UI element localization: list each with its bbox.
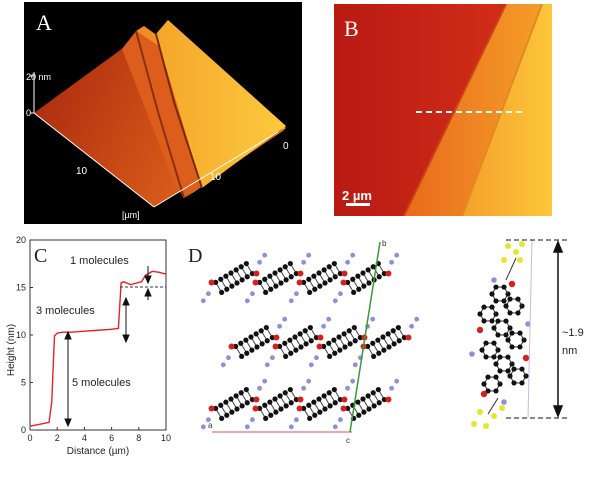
panel-d-label: D [188, 245, 202, 267]
afm-terrace-top [156, 20, 286, 188]
y-tick-label: 20 [16, 235, 26, 245]
profile-point [97, 329, 99, 331]
profile-point [70, 331, 72, 333]
axis-a-label: a [208, 421, 213, 430]
molecule-tile [264, 316, 332, 368]
axis-c-label: c [346, 436, 350, 445]
afm-step-edge-b2 [461, 4, 543, 216]
profile-point [130, 284, 132, 286]
annotation-1-molecule: 1 molecules [70, 255, 129, 267]
profile-point [151, 270, 153, 272]
arrow-1-molecule [144, 266, 152, 300]
profile-point [62, 331, 64, 333]
x-axis-label: Distance (µm) [67, 446, 129, 457]
molecule-tile [288, 378, 356, 430]
profile-point [111, 328, 113, 330]
height-profile-chart: 0 5 10 15 20 0 2 4 6 8 10 C 1 molecules 3 molecul… [6, 235, 171, 457]
profile-point [56, 332, 58, 334]
profile-point [51, 400, 53, 403]
length-unit: nm [562, 345, 577, 357]
axis-b-line [349, 241, 381, 433]
x-tick-label: 10 [161, 433, 171, 443]
profile-point [136, 282, 139, 284]
molecular-packing [200, 252, 420, 430]
x-tick-label: 0 [27, 433, 32, 443]
molecule-tile [220, 316, 288, 368]
profile-point [48, 421, 50, 423]
arrow-5-molecules [64, 330, 72, 428]
profile-point [145, 274, 147, 276]
molecule-tile [332, 252, 400, 304]
panel-b-label: B [344, 16, 359, 41]
panel-b-afm-top: B 2 µm [334, 4, 552, 216]
x-tick-label: 4 [82, 433, 87, 443]
plot-frame [29, 239, 167, 431]
afm-3d-render: A 20 nm 0 10 10 0 [µm] [26, 10, 289, 220]
axis-b-label: b [382, 239, 387, 248]
afm-y-tick-10: 10 [210, 172, 222, 183]
afm-top-render: B 2 µm [334, 4, 552, 216]
afm-step-edge-1 [155, 33, 203, 189]
arrow-3-molecules [122, 296, 130, 344]
profile-point [120, 282, 122, 284]
molecule-tile [244, 252, 312, 304]
afm-x-axis [33, 112, 155, 208]
afm-upper-terrace [462, 4, 552, 216]
y-tick-label: 5 [21, 378, 26, 388]
panel-c-label: C [34, 245, 47, 267]
molecule-tile [332, 378, 400, 430]
profile-point [53, 335, 56, 337]
molecule-tile [288, 252, 356, 304]
panel-c-height-profile: 0 5 10 15 20 0 2 4 6 8 10 C 1 molecules 3 molecul… [0, 232, 180, 464]
x-tick-label: 6 [109, 433, 114, 443]
afm-z-zero-label: 0 [26, 108, 31, 118]
x-tick-label: 2 [55, 433, 60, 443]
x-tick-label: 8 [136, 433, 141, 443]
annotation-3-molecules: 3 molecules [36, 305, 95, 317]
scale-bar-label: 2 µm [342, 188, 372, 203]
afm-y-tick-0: 0 [283, 141, 289, 152]
profile-point [117, 327, 119, 329]
crystal-structure-render: D a b c ~1.9 nm [188, 239, 584, 445]
afm-unit-label: [µm] [122, 210, 140, 220]
molecule-tile [200, 378, 268, 430]
profile-point [123, 281, 125, 283]
panel-a-afm-3d: A 20 nm 0 10 10 0 [µm] [24, 2, 302, 224]
profile-point [29, 425, 31, 427]
molecule-tile [308, 316, 376, 368]
y-tick-label: 15 [16, 283, 26, 293]
y-tick-label: 0 [21, 425, 26, 435]
profile-point [165, 273, 167, 275]
profile-point [140, 281, 143, 283]
molecule-tile [352, 316, 420, 368]
afm-y-axis [153, 131, 279, 208]
profile-point [83, 330, 85, 332]
y-axis-label: Height (nm) [6, 324, 17, 376]
afm-z-tick-label: 20 nm [26, 72, 51, 82]
afm-x-tick-10: 10 [76, 166, 88, 177]
afm-step-edge-2 [135, 30, 185, 199]
length-arrow [552, 239, 564, 419]
y-tick-label: 10 [16, 330, 26, 340]
scale-bar [346, 203, 370, 206]
panel-d-crystal-structure: D a b c ~1.9 nm [182, 232, 591, 464]
length-value: ~1.9 [562, 327, 584, 339]
molecule-tile [200, 252, 268, 304]
profile-point [158, 271, 160, 273]
molecule-tile [244, 378, 312, 430]
panel-a-label: A [36, 10, 52, 35]
single-molecule [469, 239, 533, 429]
afm-step-edge-b1 [403, 4, 507, 216]
annotation-5-molecules: 5 molecules [72, 377, 131, 389]
